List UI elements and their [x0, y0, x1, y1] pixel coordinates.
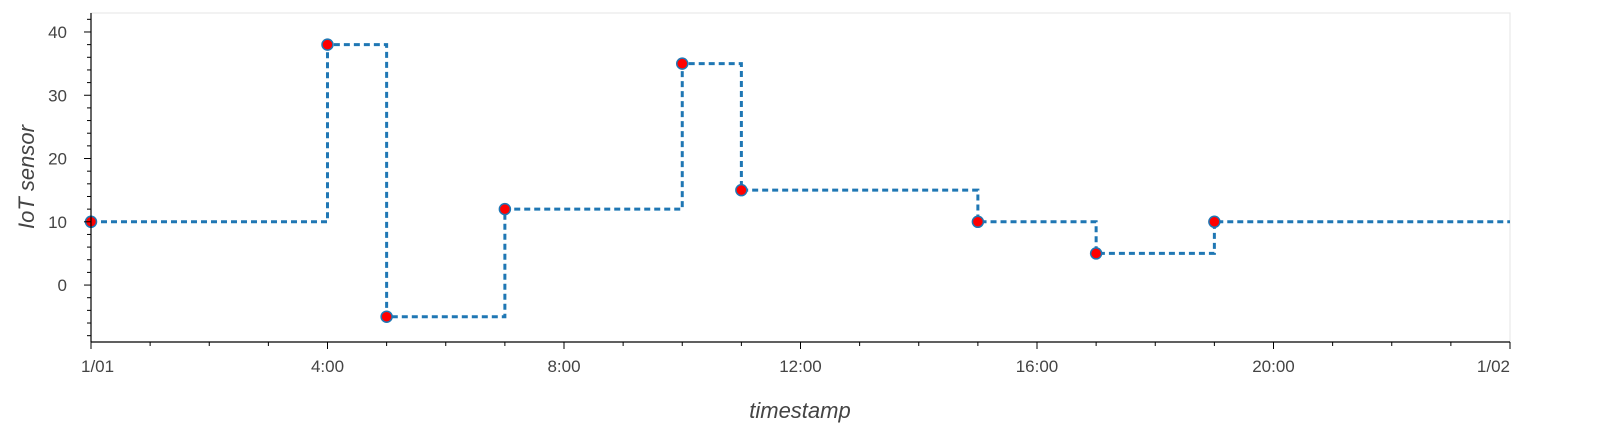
x-tick-label: 16:00: [1016, 357, 1059, 376]
data-point: [321, 38, 334, 51]
data-point: [1208, 215, 1221, 229]
data-point: [735, 183, 748, 197]
x-tick-label: 20:00: [1252, 357, 1295, 376]
y-tick-label: 20: [48, 150, 67, 169]
data-point: [380, 310, 393, 323]
x-tick-label: 8:00: [547, 357, 580, 376]
marker-layer: [84, 38, 1221, 323]
y-tick-label: 30: [48, 86, 67, 105]
plot-frame: [90, 12, 1511, 343]
x-tick-label: 1/02: [1477, 357, 1510, 376]
y-axis-title: IoT sensor: [14, 123, 39, 229]
y-tick-label: 10: [48, 213, 67, 232]
data-point: [971, 215, 985, 229]
series-step-line: [91, 43, 1510, 319]
x-axis-title: timestamp: [749, 398, 850, 423]
x-tick-label: 4:00: [311, 357, 344, 376]
data-point: [676, 57, 689, 70]
series-layer: [91, 43, 1510, 319]
x-axis: 1/01 4:00 8:00 12:00 16:00 20:00 1/02: [81, 342, 1511, 376]
data-point: [1089, 247, 1103, 260]
y-axis: 0 10 20 30 40: [48, 18, 91, 337]
y-tick-label: 0: [58, 276, 67, 295]
data-point: [498, 202, 512, 216]
x-tick-label: 1/01: [81, 357, 114, 376]
y-tick-label: 40: [48, 23, 67, 42]
x-tick-label: 12:00: [779, 357, 822, 376]
